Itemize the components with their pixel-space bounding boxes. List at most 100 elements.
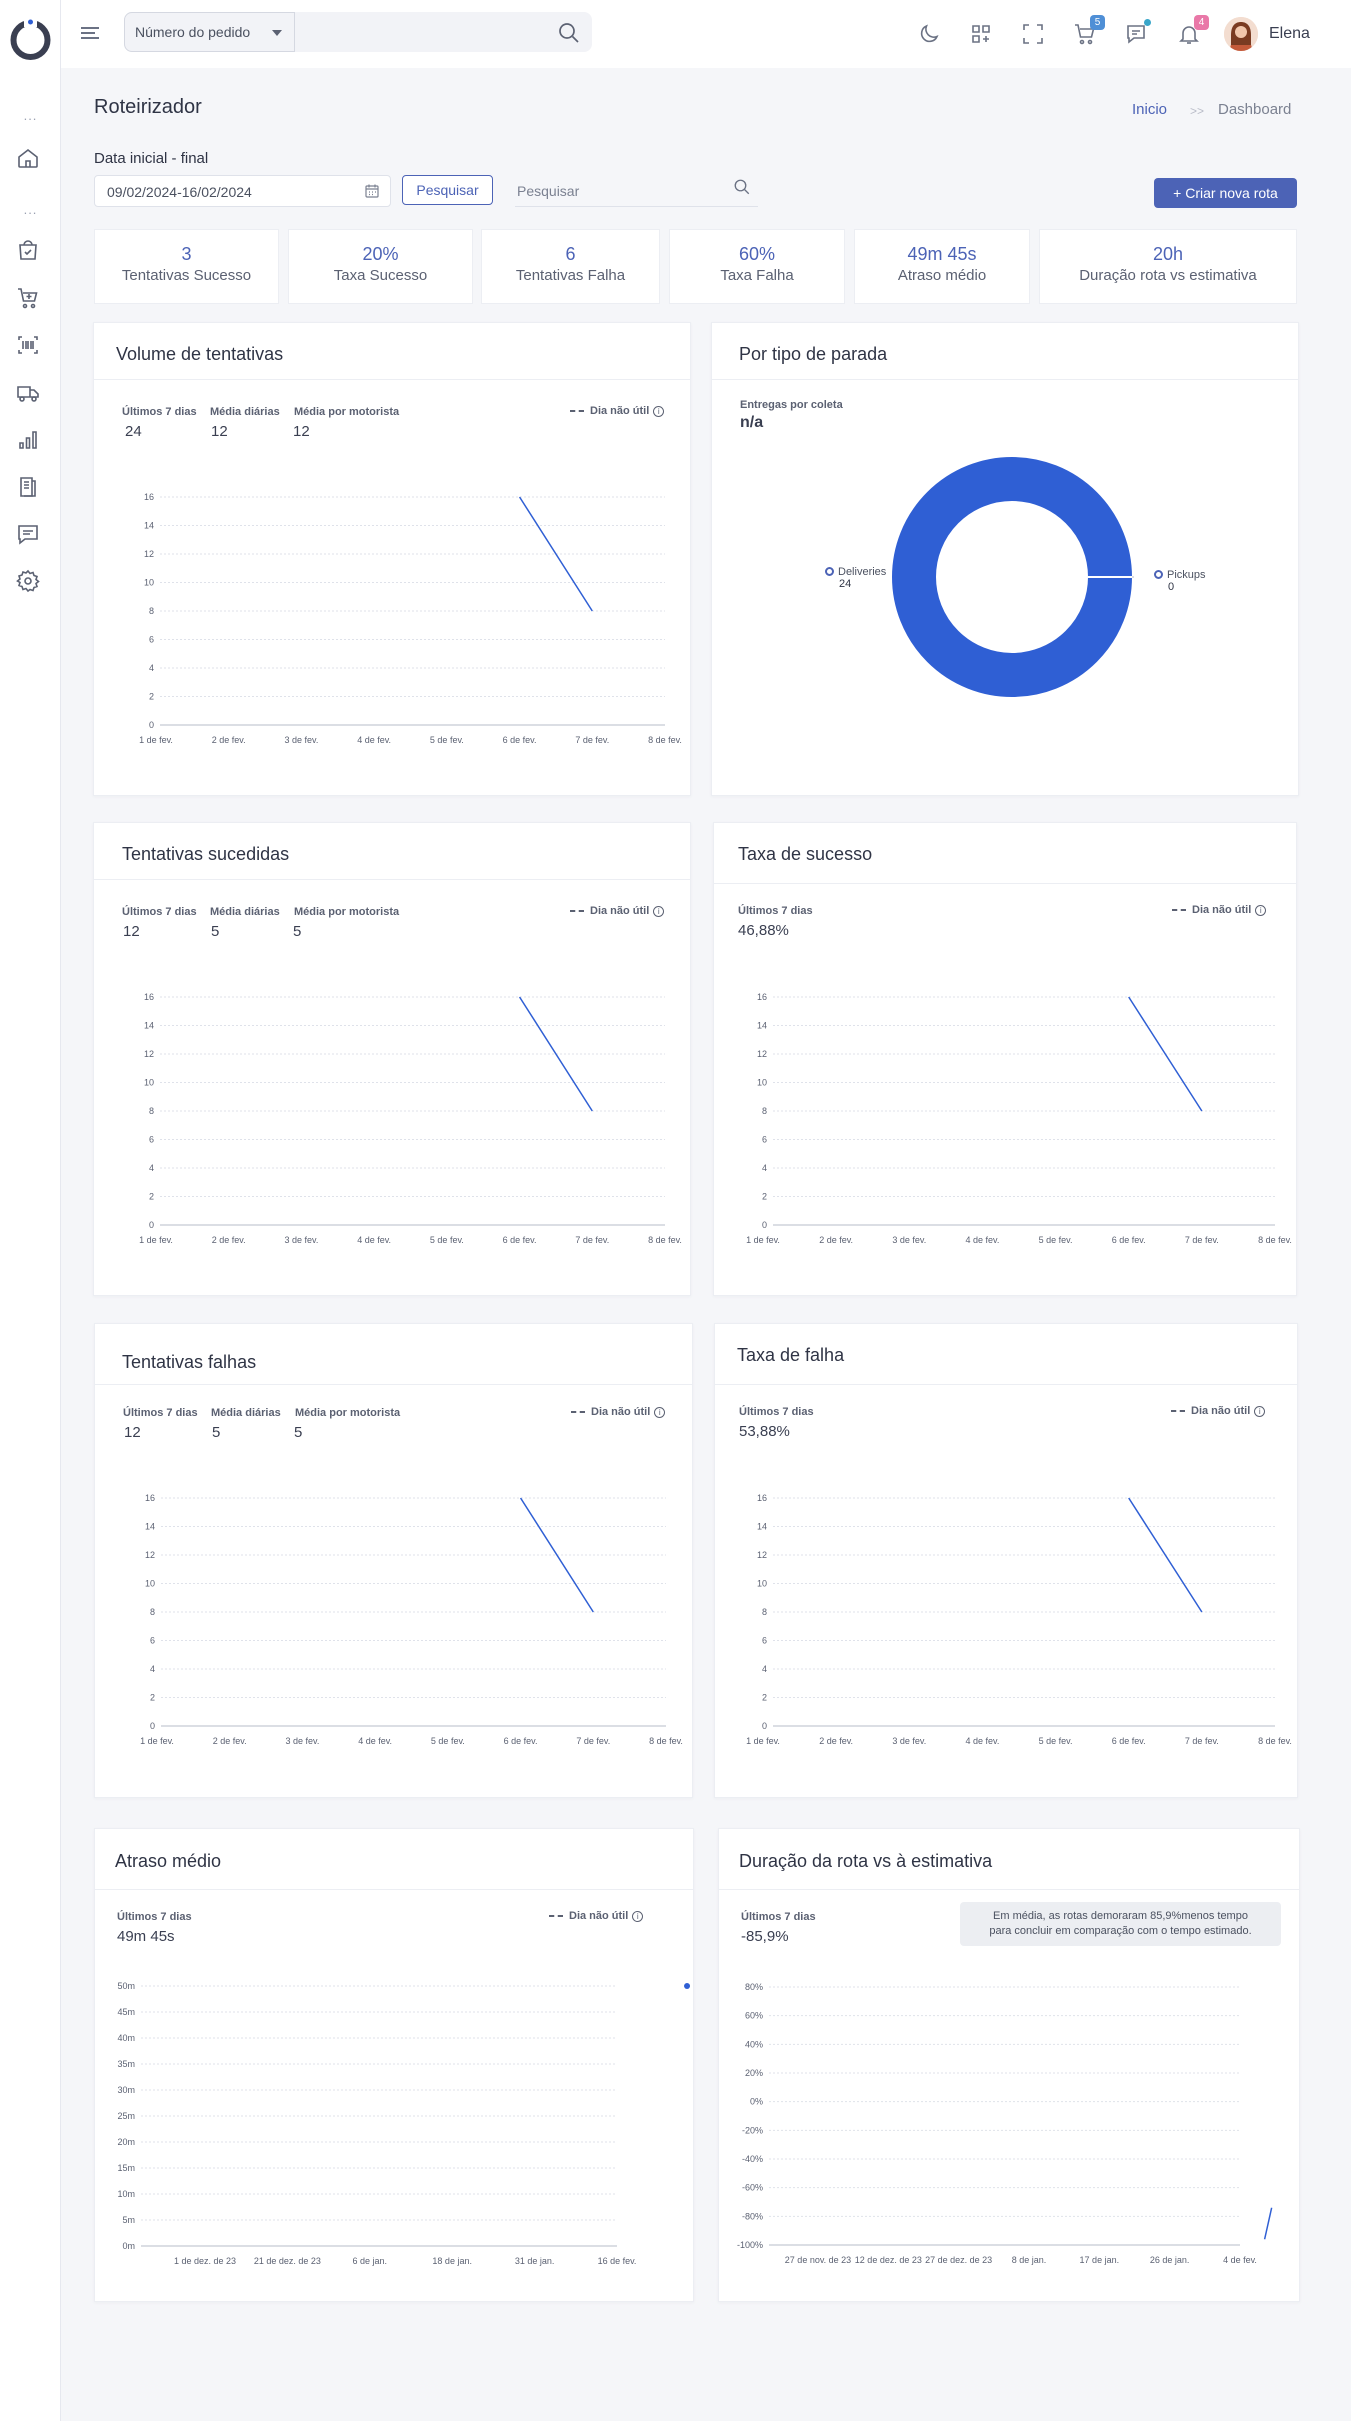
sidebar-item-home[interactable]: [15, 145, 41, 171]
y-tick-label: 16: [757, 1493, 767, 1503]
kpi-route-duration: 20h Duração rota vs estimativa: [1039, 229, 1297, 304]
card-title: Atraso médio: [115, 1851, 222, 1871]
order-type-select[interactable]: Número do pedido: [124, 12, 295, 52]
y-tick-label: -20%: [742, 2125, 763, 2135]
y-tick-label: 20%: [745, 2068, 763, 2078]
y-tick-label: 10m: [117, 2189, 135, 2199]
x-tick-label: 6 de fev.: [503, 1235, 537, 1245]
chat-icon: [18, 525, 38, 545]
non-working-day-legend[interactable]: Dia não útil i: [1172, 904, 1267, 916]
sidebar-item-cart[interactable]: [15, 285, 41, 311]
legend-marker: [1154, 570, 1163, 579]
truck-icon: [17, 386, 39, 402]
legend-label-deliveries: Deliveries: [838, 566, 887, 578]
x-tick-label: 3 de fev.: [285, 1736, 319, 1746]
kpi-value: 20%: [362, 244, 399, 264]
legend-label-pickups: Pickups: [1167, 569, 1206, 581]
breadcrumb-current: Dashboard: [1218, 101, 1292, 118]
sidebar-item-reports[interactable]: [15, 427, 41, 453]
fullscreen-button[interactable]: [1021, 22, 1045, 46]
stat-label-last7: Últimos 7 dias: [738, 905, 813, 917]
chart-attempt-volume: 0 2 4 6 8 10 12 14 16 1 de fev. 2 de fev. 3 de fev.…: [139, 492, 682, 745]
y-tick-label: 8: [150, 1607, 155, 1617]
non-working-day-legend[interactable]: Dia não útil i: [570, 905, 665, 917]
sidebar-item-settings[interactable]: [15, 568, 41, 594]
y-tick-label: 8: [149, 606, 154, 616]
legend-deliveries: Deliveries 24: [825, 566, 886, 590]
sidebar-item-orders[interactable]: [15, 237, 41, 263]
stat-value-last7: -85,9%: [741, 1928, 789, 1945]
chevron-down-icon: [272, 30, 282, 36]
create-route-button[interactable]: + Criar nova rota: [1154, 178, 1297, 208]
series-line-segment: [519, 1497, 594, 1613]
stat-label-last7: Últimos 7 dias: [741, 1911, 816, 1923]
stat-label-driver: Média por motorista: [295, 1407, 401, 1419]
y-tick-label: -80%: [742, 2211, 763, 2221]
x-tick-label: 7 de fev.: [576, 1736, 610, 1746]
order-type-label: Número do pedido: [135, 24, 251, 40]
x-tick-label: 5 de fev.: [431, 1736, 465, 1746]
sidebar-item-barcode[interactable]: [15, 332, 41, 358]
stat-value-last7: 12: [123, 923, 140, 940]
x-tick-label: 2 de fev.: [819, 1235, 853, 1245]
search-icon[interactable]: [557, 21, 581, 45]
sidebar-item-documents[interactable]: [15, 474, 41, 500]
x-tick-label: 6 de fev.: [1112, 1736, 1146, 1746]
stat-value-driver: 5: [294, 1424, 303, 1441]
app-logo[interactable]: [9, 18, 52, 61]
duration-note-line1: Em média, as rotas demoraram 85,9%menos …: [993, 1910, 1248, 1922]
date-range-field[interactable]: 09/02/2024-16/02/2024: [94, 175, 391, 207]
y-tick-label: 12: [757, 1550, 767, 1560]
stat-label-last7: Últimos 7 dias: [122, 406, 197, 418]
menu-toggle-icon[interactable]: [81, 27, 99, 41]
x-tick-label: 4 de fev.: [965, 1736, 999, 1746]
notifications-button[interactable]: 4: [1177, 15, 1209, 46]
donut-subtitle: Entregas por coleta: [740, 399, 843, 411]
non-working-day-legend[interactable]: Dia não útil i: [549, 1910, 644, 1922]
dashed-line-icon: [570, 410, 584, 412]
stat-label-daily: Média diárias: [210, 906, 280, 918]
sidebar-item-delivery[interactable]: [15, 380, 41, 406]
non-working-day-legend[interactable]: Dia não útil i: [570, 405, 665, 417]
chart-stop-type: [892, 457, 1134, 697]
x-tick-label: 26 de jan.: [1150, 2255, 1190, 2265]
home-icon: [18, 148, 38, 168]
y-tick-label: 50m: [117, 1981, 135, 1991]
y-tick-label: -40%: [742, 2154, 763, 2164]
non-working-day-label: Dia não útil: [590, 405, 650, 417]
user-name[interactable]: Elena: [1269, 25, 1310, 42]
stat-value-last7: 12: [124, 1424, 141, 1441]
bell-icon: [1179, 26, 1199, 44]
sidebar-section-dots: ...: [23, 202, 38, 217]
order-search-input[interactable]: [300, 12, 530, 52]
dark-mode-toggle[interactable]: [917, 22, 941, 46]
y-tick-label: 0: [150, 1721, 155, 1731]
cart-button[interactable]: 5: [1073, 15, 1105, 46]
breadcrumb-home[interactable]: Inicio: [1132, 101, 1168, 118]
x-tick-label: 6 de fev.: [504, 1736, 538, 1746]
y-tick-label: 4: [149, 1163, 154, 1173]
non-working-day-legend[interactable]: Dia não útil i: [1171, 1405, 1266, 1417]
x-tick-label: 2 de fev.: [213, 1736, 247, 1746]
order-search-group: Número do pedido: [124, 12, 592, 52]
y-tick-label: 0m: [122, 2241, 135, 2251]
search-button[interactable]: Pesquisar: [402, 175, 493, 205]
kpi-label: Tentativas Sucesso: [121, 267, 252, 284]
search-icon[interactable]: [733, 178, 751, 196]
y-tick-label: 2: [762, 1192, 767, 1202]
messages-button[interactable]: [1125, 19, 1151, 46]
y-tick-label: 10: [144, 578, 154, 588]
y-tick-label: 0: [149, 720, 154, 730]
donut-slice-deliveries: [892, 457, 1132, 697]
y-tick-label: 6: [149, 635, 154, 645]
x-tick-label: 1 de dez. de 23: [174, 2256, 236, 2266]
apps-button[interactable]: [969, 22, 993, 46]
x-tick-label: 3 de fev.: [284, 1235, 318, 1245]
non-working-day-legend[interactable]: Dia não útil i: [571, 1406, 666, 1418]
x-tick-label: 3 de fev.: [284, 735, 318, 745]
sidebar: ... ...: [0, 0, 61, 2421]
avatar[interactable]: [1224, 17, 1258, 51]
sidebar-item-messages[interactable]: [15, 521, 41, 547]
route-search-input[interactable]: [515, 175, 758, 207]
kpi-label: Taxa Sucesso: [333, 267, 428, 284]
